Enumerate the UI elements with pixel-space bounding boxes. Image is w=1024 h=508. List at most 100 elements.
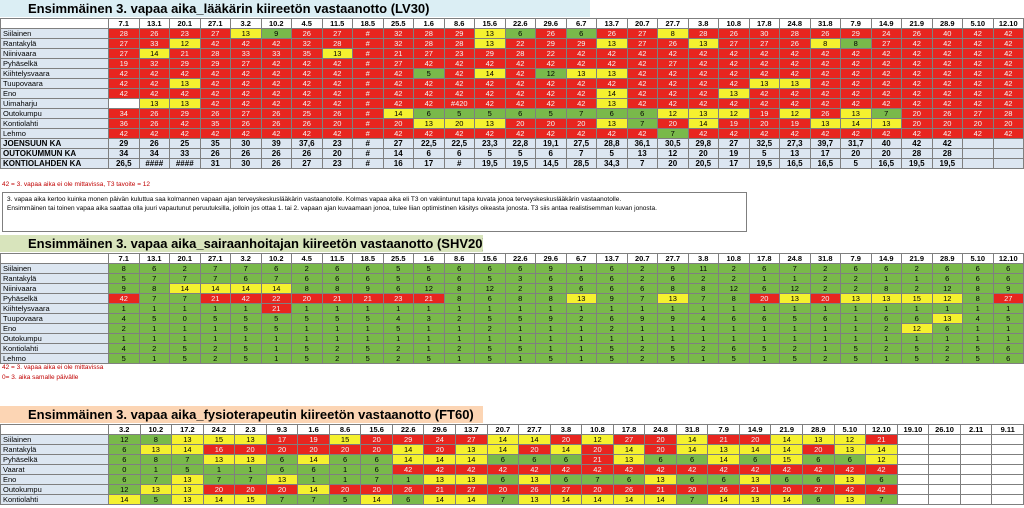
value-cell: 8 xyxy=(504,293,536,304)
date-header: 12.10 xyxy=(992,18,1024,29)
row-label-niinivaara: Niinivaara xyxy=(0,48,109,59)
value-cell: 26 xyxy=(657,38,689,49)
value-cell: 1 xyxy=(443,333,475,344)
value-cell: 42 xyxy=(626,48,658,59)
date-header: 11.5 xyxy=(321,18,353,29)
value-cell: 8 xyxy=(962,283,994,294)
value-cell: 14 xyxy=(455,454,488,465)
date-header: 31.8 xyxy=(675,424,709,435)
value-cell: 1 xyxy=(870,353,902,364)
value-cell: 29 xyxy=(169,58,201,69)
row-label-rantakyla: Rantakylä xyxy=(0,273,109,284)
value-cell: 1 xyxy=(565,343,597,354)
value-cell: 42 xyxy=(626,58,658,69)
value-cell: 35 xyxy=(291,48,323,59)
value-cell: # xyxy=(352,48,384,59)
value-cell: 42 xyxy=(718,58,750,69)
value-cell: 5 xyxy=(657,343,689,354)
value-cell: 33 xyxy=(230,48,262,59)
value-cell: 15 xyxy=(328,434,362,445)
average-cell: 17 xyxy=(809,148,841,159)
value-cell: 6 xyxy=(992,343,1024,354)
value-cell: 28 xyxy=(413,28,445,39)
ft60-table: 3.2 10.2 17.2 24.2 2.3 9.3 1.6 8.6 15.6 22.6 29.6 1… xyxy=(0,424,1024,505)
value-cell: 12 xyxy=(901,323,933,334)
value-cell: 12 xyxy=(931,283,963,294)
value-cell: 42 xyxy=(108,78,140,89)
value-cell: 5 xyxy=(328,494,362,505)
value-cell: 8 xyxy=(321,283,353,294)
value-cell: 5 xyxy=(171,464,204,475)
value-cell: 8 xyxy=(657,28,689,39)
value-cell: 13 xyxy=(840,293,872,304)
row-label-rantakyla: Rantakylä xyxy=(0,444,109,455)
value-cell: # xyxy=(352,58,384,69)
value-cell: 7 xyxy=(139,474,173,485)
value-cell: 2 xyxy=(901,263,933,274)
value-cell: 1 xyxy=(169,333,201,344)
value-cell: 42 xyxy=(413,88,445,99)
average-cell: 40 xyxy=(870,138,902,149)
ft60-title: Ensimmäinen 3. vapaa aika_fysioterapeuti… xyxy=(0,406,483,423)
value-cell: 1 xyxy=(596,333,628,344)
date-header: 25.5 xyxy=(382,18,414,29)
table-row: Niinivaara 27 14 21 28 33 33 35 13 #21 27 23 29 28 22 4… xyxy=(0,48,1024,59)
value-cell: 20 xyxy=(360,484,393,495)
value-cell: 42 xyxy=(535,98,567,109)
value-cell: 42 xyxy=(565,88,597,99)
value-cell: 42 xyxy=(718,128,750,139)
value-cell: 1 xyxy=(870,273,902,284)
value-cell: 12 xyxy=(865,454,898,465)
value-cell: # xyxy=(352,28,384,39)
table-row: Kiihtelysvaara 1 1 1 1 1 21 1 1 1 1 1 1 1 1 1 1 1 1 1 1 1 1 1 1 1… xyxy=(0,303,1024,314)
average-cell: 27,5 xyxy=(565,138,597,149)
value-cell: 7 xyxy=(265,494,299,505)
value-cell: 42 xyxy=(474,78,506,89)
value-cell: 6 xyxy=(352,273,384,284)
value-cell: 1 xyxy=(230,333,262,344)
value-cell: 24 xyxy=(423,434,457,445)
value-cell: 7 xyxy=(779,263,811,274)
value-cell: 6 xyxy=(718,313,750,324)
value-cell: 1 xyxy=(138,353,170,364)
value-cell: 2 xyxy=(870,343,902,354)
value-cell: 1 xyxy=(748,303,780,314)
value-cell: 6 xyxy=(748,313,780,324)
value-cell: 5 xyxy=(169,353,201,364)
table-row: Siilainen 12 8 13 15 13 17 19 15 20 29 24 27 14 14 20 12… xyxy=(0,434,1024,445)
value-cell: 42 xyxy=(931,128,963,139)
value-cell: 42 xyxy=(413,128,445,139)
value-cell: 5 xyxy=(139,494,173,505)
table-row: Siilainen 8 6 2 7 7 6 2 6 6 5 5 6 6 6 9 1 6 2 9 11 2 6 7 2 6 6 2 6 6 6 xyxy=(0,263,1024,274)
value-cell: # xyxy=(352,38,384,49)
value-cell: 42 xyxy=(748,128,780,139)
date-header: 17.2 xyxy=(171,424,204,435)
row-label-kontiolahti: Kontiolahti xyxy=(0,118,109,129)
value-cell: 6 xyxy=(865,474,898,485)
average-cell: 5 xyxy=(504,148,536,159)
value-cell: 5 xyxy=(779,353,811,364)
date-header-row: 7.1 13.1 20.1 27.1 3.2 10.2 4.5 11.5 18.5 25.5 1.6… xyxy=(0,18,1024,29)
average-cell: 16 xyxy=(382,158,414,169)
value-cell: 7 xyxy=(657,128,689,139)
date-header: 28.9 xyxy=(931,18,963,29)
value-cell: 13 xyxy=(644,474,677,485)
value-cell: 5 xyxy=(291,353,323,364)
value-cell xyxy=(896,474,930,485)
value-cell: 7 xyxy=(626,118,658,129)
value-cell: 1 xyxy=(321,323,353,334)
value-cell: 5 xyxy=(260,313,292,324)
value-cell: 6 xyxy=(443,273,475,284)
table-row: Vaarat 0 1 5 1 1 6 6 1 6 42 42 42 42 42 42 42 42 42 42 42 42 4… xyxy=(0,464,1024,475)
value-cell: 22 xyxy=(535,48,567,59)
value-cell: 8 xyxy=(108,263,140,274)
value-cell: 12 xyxy=(474,283,506,294)
table-row: Pyhäselkä 19 32 29 29 27 42 42 42 #27 42 42 42 42 42 42… xyxy=(0,58,1024,69)
value-cell: 26 xyxy=(230,118,262,129)
row-label-pyhaselka: Pyhäselkä xyxy=(0,454,109,465)
value-cell: 13 xyxy=(779,293,811,304)
value-cell: 14 xyxy=(202,494,236,505)
value-cell: 14 xyxy=(612,494,646,505)
value-cell: 42 xyxy=(199,38,231,49)
value-cell: 6 xyxy=(413,108,445,119)
